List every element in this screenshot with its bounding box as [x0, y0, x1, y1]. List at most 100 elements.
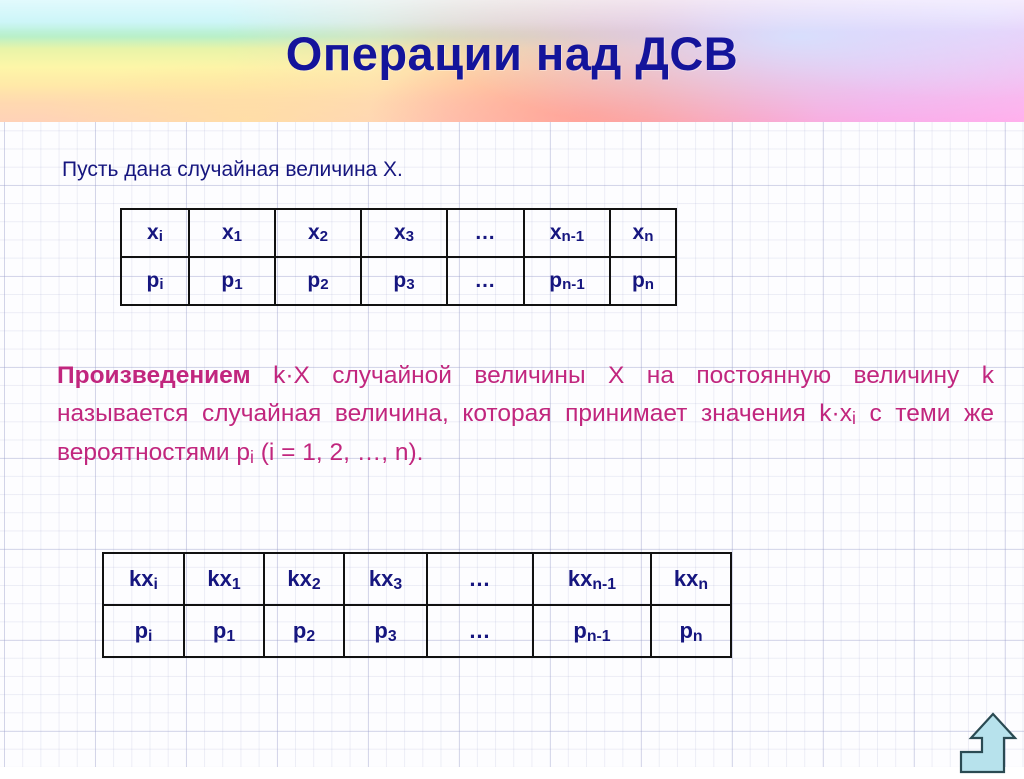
- cell-base: p: [212, 618, 227, 643]
- intro-text: Пусть дана случайная величина Х.: [62, 158, 403, 181]
- cell-base: kx: [368, 566, 394, 591]
- cell-base: p: [146, 269, 160, 292]
- cell-base: p: [292, 618, 307, 643]
- cell-subscript: 3: [405, 228, 415, 246]
- cell-subscript: n-1: [561, 228, 585, 246]
- page-title: Операции над ДСВ: [285, 27, 739, 80]
- cell-base: p: [393, 269, 407, 292]
- table-cell: p3: [343, 604, 428, 658]
- table-cell: xn-1: [523, 208, 611, 258]
- cell-base: kx: [673, 566, 699, 591]
- cell-base: p: [573, 618, 587, 643]
- table-cell: p2: [274, 256, 362, 306]
- cell-base: x: [549, 221, 562, 244]
- table-row: pi p1 p2 p3 … pn-1 pn: [102, 604, 732, 658]
- cell-subscript: 1: [234, 276, 243, 294]
- table-cell-ellipsis: …: [446, 256, 525, 306]
- slide-header-banner: Операции над ДСВ: [0, 0, 1024, 122]
- cell-base: p: [221, 269, 235, 292]
- bent-arrow-up-icon[interactable]: [955, 712, 1019, 774]
- definition-paragraph: Произведением k·X случайной величины X н…: [57, 357, 994, 473]
- row-header-cell: xi: [120, 208, 190, 258]
- table-cell: kx2: [263, 552, 345, 606]
- cell-subscript: 2: [311, 575, 321, 593]
- row-header-cell: pi: [120, 256, 190, 306]
- cell-subscript: n: [644, 228, 654, 246]
- cell-subscript: 2: [306, 627, 316, 645]
- paragraph-lead-term: Произведением: [57, 362, 251, 389]
- cell-base: p: [549, 269, 563, 292]
- table-cell: x2: [274, 208, 362, 258]
- row-header-cell: pi: [102, 604, 185, 658]
- cell-base: kx: [129, 566, 154, 591]
- cell-subscript: n: [698, 575, 709, 593]
- table-cell: kxn: [650, 552, 732, 606]
- paragraph-part-1: k·X случайной величины X на постоянную в…: [57, 362, 994, 427]
- paragraph-subscript-2: i: [249, 447, 254, 468]
- table-row: xi x1 x2 x3 … xn-1 xn: [120, 208, 677, 258]
- header-gradient-highlight: [0, 0, 1024, 122]
- cell-base: x: [221, 221, 234, 244]
- cell-subscript: n-1: [592, 575, 617, 593]
- cell-base: …: [468, 566, 492, 591]
- cell-subscript: 2: [320, 276, 329, 294]
- cell-base: p: [307, 269, 321, 292]
- cell-base: p: [679, 618, 693, 643]
- cell-base: kx: [567, 566, 593, 591]
- table-cell: x3: [360, 208, 448, 258]
- cell-subscript: i: [153, 575, 158, 593]
- cell-base: …: [474, 269, 497, 292]
- cell-base: kx: [207, 566, 232, 591]
- cell-subscript: 1: [233, 228, 243, 246]
- table-cell: pn: [650, 604, 732, 658]
- paragraph-subscript-1: i: [851, 408, 856, 429]
- cell-base: x: [147, 221, 159, 244]
- table-cell: xn: [609, 208, 677, 258]
- cell-subscript: i: [159, 276, 164, 294]
- cell-subscript: 2: [319, 228, 329, 246]
- table-cell: pn-1: [532, 604, 652, 658]
- next-slide-arrow-button[interactable]: [955, 712, 1019, 774]
- paragraph-part-3: (i = 1, 2, …, n).: [253, 439, 424, 466]
- table-cell: x1: [188, 208, 276, 258]
- cell-base: x: [307, 221, 320, 244]
- table-cell: p2: [263, 604, 345, 658]
- table-cell: pn-1: [523, 256, 611, 306]
- table-cell: p1: [188, 256, 276, 306]
- table-cell-ellipsis: …: [426, 604, 534, 658]
- distribution-table-x: xi x1 x2 x3 … xn-1 xn pi p1 p2 p3 … pn-1…: [120, 208, 677, 306]
- cell-subscript: n-1: [562, 276, 585, 294]
- cell-subscript: n: [644, 276, 655, 294]
- row-header-cell: kxi: [102, 552, 185, 606]
- cell-subscript: n-1: [586, 627, 611, 645]
- table-cell: p1: [183, 604, 265, 658]
- table-cell: pn: [609, 256, 677, 306]
- paragraph-part-2: с теми же вероятностями p: [57, 400, 994, 466]
- table-cell-ellipsis: …: [446, 208, 525, 258]
- cell-subscript: 3: [387, 627, 397, 645]
- distribution-table-kx: kxi kx1 kx2 kx3 … kxn-1 kxn pi p1 p2 p3 …: [102, 552, 732, 658]
- table-cell: p3: [360, 256, 448, 306]
- table-row: pi p1 p2 p3 … pn-1 pn: [120, 256, 677, 306]
- cell-base: …: [474, 221, 497, 244]
- cell-subscript: 3: [393, 575, 403, 593]
- cell-base: x: [632, 221, 645, 244]
- cell-subscript: 1: [226, 627, 236, 645]
- cell-base: kx: [287, 566, 312, 591]
- cell-subscript: i: [158, 228, 163, 246]
- table-cell: kx1: [183, 552, 265, 606]
- cell-subscript: 3: [406, 276, 415, 294]
- table-row: kxi kx1 kx2 kx3 … kxn-1 kxn: [102, 552, 732, 606]
- cell-base: p: [374, 618, 388, 643]
- cell-subscript: 1: [231, 575, 241, 593]
- cell-base: …: [468, 618, 492, 643]
- cell-subscript: i: [148, 627, 153, 645]
- cell-subscript: n: [692, 627, 703, 645]
- table-cell-ellipsis: …: [426, 552, 534, 606]
- table-cell: kx3: [343, 552, 428, 606]
- cell-base: p: [134, 618, 149, 643]
- table-cell: kxn-1: [532, 552, 652, 606]
- cell-base: p: [631, 269, 645, 292]
- cell-base: x: [393, 221, 406, 244]
